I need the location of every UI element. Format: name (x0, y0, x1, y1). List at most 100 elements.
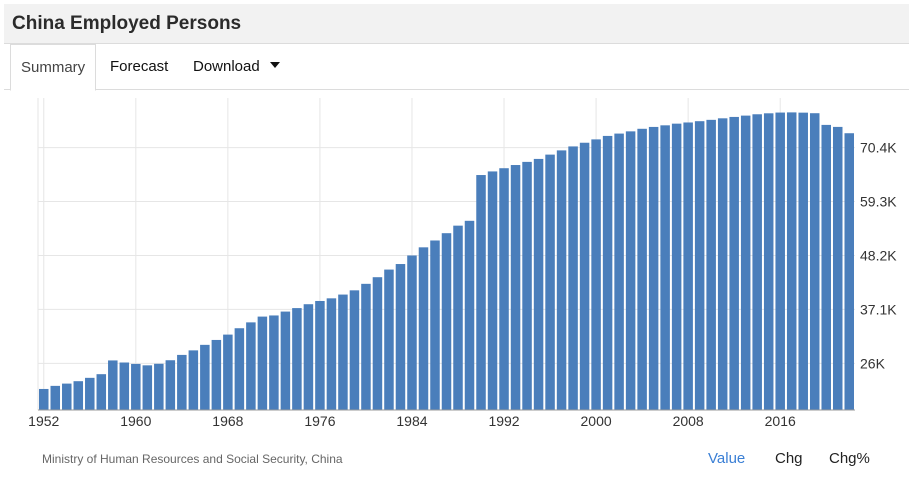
bar-2021[interactable] (832, 126, 843, 410)
bar-1979[interactable] (349, 290, 360, 410)
bar-2012[interactable] (729, 116, 739, 410)
bar-1980[interactable] (361, 283, 371, 410)
x-tick-label: 1992 (488, 413, 519, 429)
x-tick-label: 2000 (581, 413, 612, 429)
bar-1990[interactable] (476, 175, 486, 410)
bar-2011[interactable] (717, 118, 728, 410)
bar-1958[interactable] (108, 360, 118, 410)
bar-1994[interactable] (522, 161, 532, 410)
bar-1968[interactable] (223, 334, 233, 410)
tab-forecast-label: Forecast (110, 58, 169, 75)
bar-1971[interactable] (257, 316, 268, 410)
y-tick-label: 70.4K (860, 140, 897, 156)
bar-1952[interactable] (39, 388, 49, 410)
tab-forecast[interactable]: Forecast (110, 44, 168, 90)
x-tick-label: 2016 (765, 413, 796, 429)
page-title: China Employed Persons (12, 13, 242, 34)
y-tick-label: 37.1K (860, 301, 897, 317)
bar-1993[interactable] (510, 165, 521, 410)
bar-2006[interactable] (660, 125, 670, 410)
bar-1997[interactable] (556, 150, 567, 410)
bar-1969[interactable] (234, 328, 245, 410)
bar-2013[interactable] (740, 115, 751, 410)
bar-1960[interactable] (131, 363, 141, 410)
x-tick-label: 1952 (28, 413, 59, 429)
title-bar: China Employed Persons (4, 4, 909, 44)
bar-1991[interactable] (487, 171, 498, 410)
bar-1989[interactable] (464, 220, 475, 410)
bar-1976[interactable] (315, 300, 325, 410)
bar-1974[interactable] (292, 308, 302, 410)
bar-1988[interactable] (453, 225, 463, 410)
bar-1992[interactable] (499, 168, 509, 410)
y-tick-label: 48.2K (860, 247, 897, 263)
bar-1959[interactable] (119, 362, 130, 410)
value-button[interactable]: Value (708, 450, 746, 467)
bar-2018[interactable] (798, 112, 808, 411)
bar-1967[interactable] (211, 339, 222, 410)
bar-1970[interactable] (246, 322, 256, 410)
bar-2009[interactable] (694, 121, 705, 410)
bar-1953[interactable] (50, 385, 61, 410)
bar-1985[interactable] (418, 247, 429, 410)
bar-1972[interactable] (269, 315, 279, 410)
bar-2002[interactable] (614, 133, 624, 410)
bar-1962[interactable] (154, 363, 164, 410)
bar-1987[interactable] (441, 233, 452, 410)
bar-2019[interactable] (809, 113, 820, 410)
tab-download[interactable]: Download (193, 44, 280, 90)
bar-2020[interactable] (821, 124, 831, 410)
bar-1982[interactable] (384, 269, 394, 410)
bar-2000[interactable] (591, 139, 601, 410)
y-tick-label: 26K (860, 355, 886, 371)
bar-1995[interactable] (533, 158, 544, 410)
bar-1984[interactable] (407, 255, 417, 410)
data-source: Ministry of Human Resources and Social S… (42, 452, 343, 466)
bar-1957[interactable] (96, 374, 107, 410)
bar-1981[interactable] (372, 277, 383, 410)
bar-1966[interactable] (200, 344, 210, 410)
bar-1999[interactable] (579, 142, 590, 410)
bar-2015[interactable] (763, 113, 774, 410)
bar-1973[interactable] (280, 311, 291, 410)
tab-bar: Summary Forecast Download (4, 44, 909, 91)
bar-1956[interactable] (85, 377, 95, 410)
bar-1955[interactable] (73, 381, 84, 410)
chg-percent-button[interactable]: Chg% (829, 450, 870, 467)
bar-2004[interactable] (637, 128, 647, 410)
tab-download-label: Download (193, 58, 260, 75)
tab-summary[interactable]: Summary (10, 44, 97, 91)
x-tick-label: 1960 (120, 413, 151, 429)
bar-2017[interactable] (786, 112, 797, 411)
bars (38, 112, 855, 411)
bar-2016[interactable] (775, 112, 785, 411)
bar-1998[interactable] (568, 146, 578, 410)
bar-1996[interactable] (545, 154, 555, 410)
chg-button[interactable]: Chg (775, 450, 803, 467)
bar-2014[interactable] (752, 114, 762, 410)
bar-1963[interactable] (165, 360, 176, 410)
bar-1961[interactable] (142, 365, 153, 410)
bar-1977[interactable] (326, 298, 337, 410)
bar-1983[interactable] (395, 264, 406, 410)
x-tick-label: 1968 (212, 413, 243, 429)
bar-chart: 26K 37.1K 48.2K 59.3K 70.4K 1952 1960 1968 1976… (28, 98, 897, 429)
tab-summary-label: Summary (21, 59, 86, 76)
bar-1978[interactable] (338, 294, 348, 410)
bar-2005[interactable] (648, 126, 659, 410)
bar-2022[interactable] (844, 133, 854, 410)
bar-1954[interactable] (62, 383, 72, 410)
y-axis-ticks: 26K 37.1K 48.2K 59.3K 70.4K (860, 140, 897, 372)
bar-1986[interactable] (430, 240, 440, 410)
x-axis-ticks: 1952 1960 1968 1976 1984 1992 2000 2008 2016 (28, 413, 796, 429)
bar-2003[interactable] (625, 131, 636, 410)
bar-2007[interactable] (671, 123, 682, 410)
bar-2008[interactable] (683, 122, 693, 411)
x-tick-label: 1984 (396, 413, 427, 429)
x-tick-label: 2008 (673, 413, 704, 429)
bar-1975[interactable] (303, 304, 314, 410)
bar-2010[interactable] (706, 119, 716, 411)
bar-1964[interactable] (177, 354, 187, 410)
bar-1965[interactable] (188, 350, 199, 410)
bar-2001[interactable] (602, 135, 613, 410)
